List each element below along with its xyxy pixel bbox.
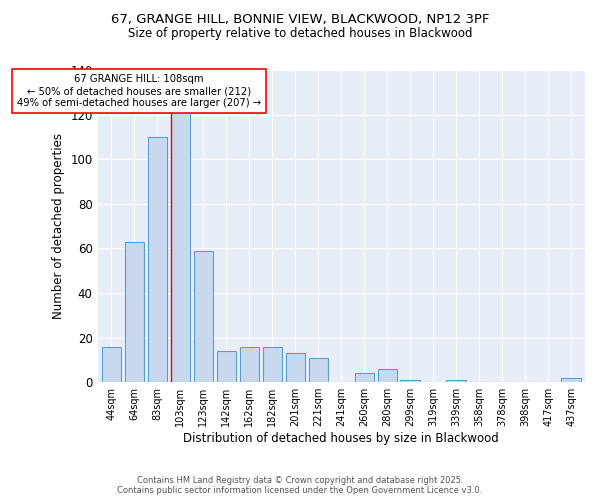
Bar — [263, 346, 282, 382]
Bar — [355, 374, 374, 382]
Bar — [377, 369, 397, 382]
Text: 67 GRANGE HILL: 108sqm
← 50% of detached houses are smaller (212)
49% of semi-de: 67 GRANGE HILL: 108sqm ← 50% of detached… — [17, 74, 261, 108]
Bar — [239, 346, 259, 382]
Text: 67, GRANGE HILL, BONNIE VIEW, BLACKWOOD, NP12 3PF: 67, GRANGE HILL, BONNIE VIEW, BLACKWOOD,… — [111, 12, 489, 26]
X-axis label: Distribution of detached houses by size in Blackwood: Distribution of detached houses by size … — [184, 432, 499, 445]
Bar — [400, 380, 420, 382]
Bar — [217, 351, 236, 382]
Bar — [148, 137, 167, 382]
Text: Contains HM Land Registry data © Crown copyright and database right 2025.
Contai: Contains HM Land Registry data © Crown c… — [118, 476, 482, 495]
Bar — [170, 97, 190, 382]
Bar — [125, 242, 144, 382]
Bar — [194, 250, 213, 382]
Bar — [286, 353, 305, 382]
Bar — [562, 378, 581, 382]
Bar — [446, 380, 466, 382]
Y-axis label: Number of detached properties: Number of detached properties — [52, 133, 65, 319]
Bar — [101, 346, 121, 382]
Text: Size of property relative to detached houses in Blackwood: Size of property relative to detached ho… — [128, 28, 472, 40]
Bar — [308, 358, 328, 382]
